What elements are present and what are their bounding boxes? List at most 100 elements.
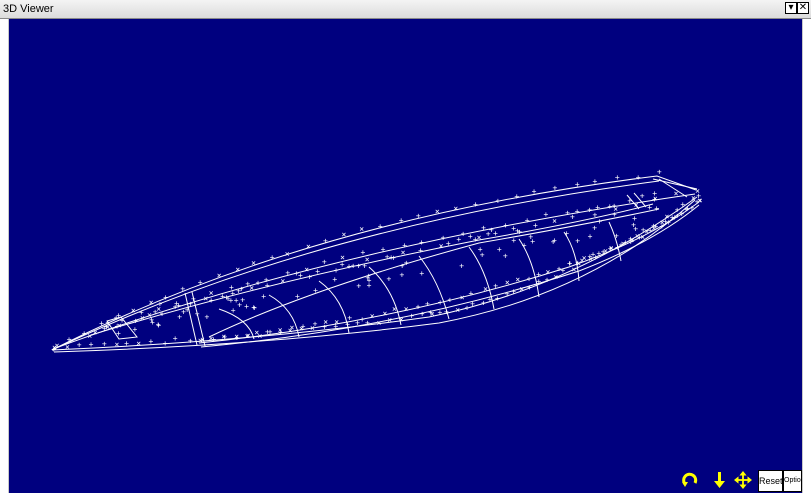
vertex-marker: +: [239, 285, 244, 294]
vertex-marker: +: [595, 203, 600, 212]
vertex-marker: +: [640, 192, 645, 201]
options-button[interactable]: Options: [783, 470, 802, 492]
vertex-marker: +: [334, 266, 339, 275]
vertex-marker: +: [278, 328, 283, 337]
vertex-marker: ×: [483, 285, 488, 294]
vertex-marker: +: [660, 222, 665, 231]
vertex-marker: +: [511, 224, 516, 233]
reset-button[interactable]: Reset: [758, 470, 783, 492]
vertex-marker: +: [592, 223, 597, 232]
vertex-marker: +: [628, 235, 633, 244]
vertex-marker: +: [365, 274, 370, 283]
vertex-marker: +: [593, 253, 598, 262]
vertex-marker: ×: [430, 309, 435, 318]
vertex-marker: +: [419, 269, 424, 278]
vertex-marker: +: [632, 214, 637, 223]
right-border: [802, 19, 811, 493]
vertex-marker: +: [493, 229, 498, 238]
vertex-marker: +: [67, 335, 72, 344]
vertex-marker: +: [530, 237, 535, 246]
vertex-marker: +: [587, 205, 592, 214]
vertex-marker: +: [628, 238, 633, 247]
vertex-marker: +: [601, 248, 606, 257]
vertex-marker: +: [367, 276, 372, 285]
vertex-marker: ×: [156, 305, 161, 314]
vertex-marker: +: [351, 262, 356, 271]
chevron-down-icon[interactable]: ▾: [785, 2, 797, 14]
vertex-marker: +: [456, 235, 461, 244]
vertex-marker: +: [89, 340, 94, 349]
vertex-marker: ×: [439, 241, 444, 250]
title-bar[interactable]: 3D Viewer ▾ ✕: [0, 0, 811, 19]
move-vertical-icon[interactable]: [711, 471, 729, 489]
vertex-marker: +: [597, 249, 602, 258]
vertex-marker: +: [588, 232, 593, 241]
vertex-marker: +: [68, 337, 73, 346]
vertex-marker: ×: [588, 255, 593, 264]
vertex-marker: +: [619, 241, 624, 250]
vertex-marker: +: [473, 235, 478, 244]
vertex-marker: +: [438, 308, 443, 317]
vertex-marker: +: [191, 295, 196, 304]
vertex-marker: +: [446, 239, 451, 248]
vertex-marker: +: [231, 306, 236, 315]
vertex-marker: +: [116, 311, 121, 320]
vertex-marker: +: [684, 205, 689, 214]
vertex-marker: +: [220, 292, 225, 301]
vertex-marker: +: [575, 207, 580, 216]
vertex-marker: +: [481, 224, 486, 233]
vertex-marker: +: [153, 308, 158, 317]
vertex-marker: ×: [505, 278, 510, 287]
vertex-marker: +: [268, 328, 273, 337]
vertex-marker: +: [400, 270, 405, 279]
vertex-marker: +: [517, 227, 522, 236]
vertex-marker: ×: [285, 249, 290, 258]
vertex-marker: +: [481, 299, 486, 308]
vertex-marker: +: [256, 278, 261, 287]
vertex-marker: +: [672, 213, 677, 222]
vertex-marker: ×: [288, 326, 293, 335]
vertex-marker: +: [252, 304, 257, 313]
vertex-marker: +: [356, 261, 361, 270]
rotate-icon[interactable]: [681, 471, 699, 489]
vertex-marker: ×: [249, 284, 254, 293]
vertex-marker: +: [133, 325, 138, 334]
vertex-marker: ×: [359, 225, 364, 234]
vertex-marker: +: [251, 303, 256, 312]
vertex-marker: ×: [258, 331, 263, 340]
vertex-marker: +: [365, 319, 370, 328]
vertex-marker: +: [234, 296, 239, 305]
vertex-marker: ×: [383, 309, 388, 318]
vertex-marker: ×: [691, 194, 696, 203]
vertex-marker: +: [270, 253, 275, 262]
vertex-marker: +: [222, 333, 227, 342]
vertex-marker: +: [323, 236, 328, 245]
vertex-marker: +: [102, 324, 107, 333]
vertex-marker: ×: [640, 233, 645, 242]
vertex-marker: +: [685, 204, 690, 213]
vertex-marker: +: [438, 298, 443, 307]
vertex-marker: +: [400, 261, 405, 270]
vertex-marker: +: [149, 337, 154, 346]
vertex-marker: ×: [209, 334, 214, 343]
vertex-marker: +: [366, 272, 371, 281]
vertex-marker: ×: [392, 305, 397, 314]
vertex-marker: ×: [55, 341, 60, 350]
pan-icon[interactable]: [734, 471, 752, 489]
vertex-marker: +: [696, 191, 701, 200]
vertex-marker: +: [163, 339, 168, 348]
vertex-marker: +: [631, 221, 636, 230]
vertex-marker: +: [493, 282, 498, 291]
vertex-marker: +: [51, 345, 56, 354]
3d-viewport[interactable]: × + + + + × × + + + × × × + × × + × × + + + × × + + + + + + + + + + × + × × + ×…: [9, 19, 802, 493]
vertex-marker: +: [399, 216, 404, 225]
vertex-marker: +: [623, 238, 628, 247]
vertex-marker: ×: [404, 305, 409, 314]
vertex-marker: +: [567, 259, 572, 268]
vertex-marker: ×: [572, 265, 577, 274]
vertex-marker: +: [124, 339, 129, 348]
close-icon[interactable]: ✕: [797, 2, 809, 14]
vertex-marker: +: [515, 226, 520, 235]
vertex-marker: +: [340, 260, 345, 269]
vertex-marker: ×: [645, 227, 650, 236]
